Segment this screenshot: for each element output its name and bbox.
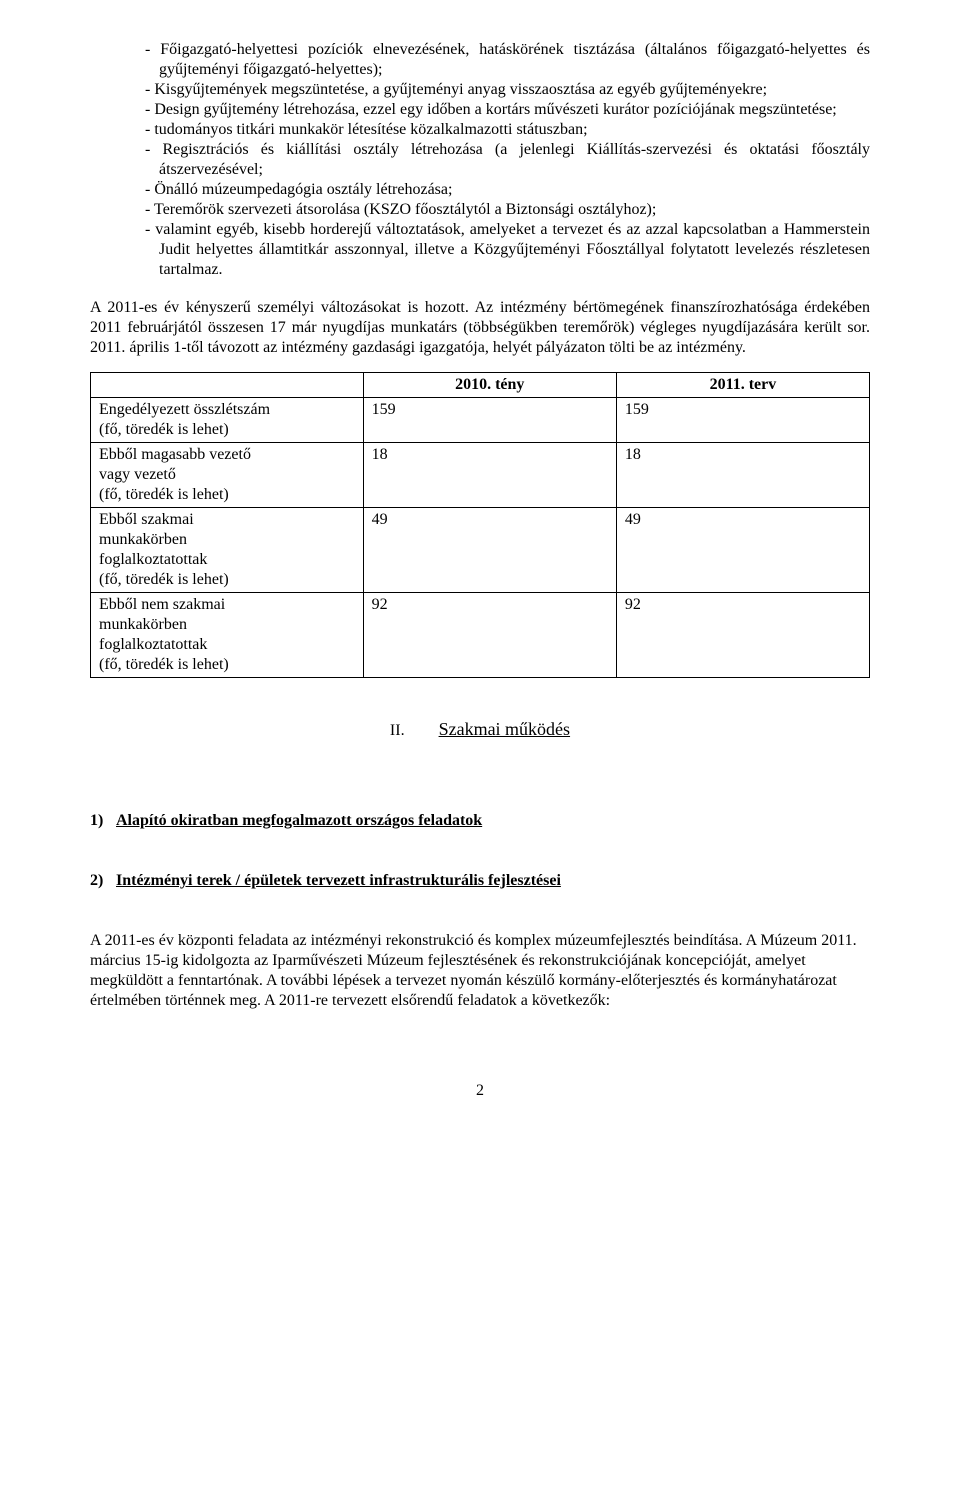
row-value-2010: 49: [363, 508, 616, 593]
bullet-item: - Design gyűjtemény létrehozása, ezzel e…: [145, 100, 870, 120]
row-value-2010: 92: [363, 593, 616, 678]
table-row: Ebből magasabb vezető vagy vezető (fő, t…: [91, 443, 870, 508]
headcount-table: 2010. tény 2011. terv Engedélyezett össz…: [90, 372, 870, 678]
section-heading: II. Szakmai működés: [90, 718, 870, 741]
table-row: Ebből szakmai munkakörben foglalkoztatot…: [91, 508, 870, 593]
bullet-item: - tudományos titkári munkakör létesítése…: [145, 120, 870, 140]
row-value-2011: 159: [616, 398, 869, 443]
table-header-2010: 2010. tény: [363, 373, 616, 398]
row-value-2011: 49: [616, 508, 869, 593]
row-value-2011: 92: [616, 593, 869, 678]
numbered-heading-2: 2)Intézményi terek / épületek tervezett …: [90, 871, 870, 891]
heading-number: 1): [90, 811, 116, 831]
bullet-item: - Önálló múzeumpedagógia osztály létreho…: [145, 180, 870, 200]
bullet-item: - valamint egyéb, kisebb horderejű válto…: [145, 220, 870, 280]
bullet-list: - Főigazgató-helyettesi pozíciók elnevez…: [145, 40, 870, 280]
table-row: Ebből nem szakmai munkakörben foglalkozt…: [91, 593, 870, 678]
paragraph-personnel-changes: A 2011-es év kényszerű személyi változás…: [90, 298, 870, 358]
numbered-heading-1: 1)Alapító okiratban megfogalmazott orszá…: [90, 811, 870, 831]
paragraph-reconstruction: A 2011-es év központi feladata az intézm…: [90, 931, 870, 1011]
section-roman: II.: [390, 721, 405, 741]
table-header-2011: 2011. terv: [616, 373, 869, 398]
bullet-item: - Főigazgató-helyettesi pozíciók elnevez…: [145, 40, 870, 80]
row-label: Ebből nem szakmai munkakörben foglalkozt…: [91, 593, 364, 678]
row-label: Ebből szakmai munkakörben foglalkoztatot…: [91, 508, 364, 593]
bullet-item: - Teremőrök szervezeti átsorolása (KSZO …: [145, 200, 870, 220]
table-header-row: 2010. tény 2011. terv: [91, 373, 870, 398]
row-label: Ebből magasabb vezető vagy vezető (fő, t…: [91, 443, 364, 508]
heading-text: Intézményi terek / épületek tervezett in…: [116, 872, 561, 889]
table-header-blank: [91, 373, 364, 398]
row-value-2011: 18: [616, 443, 869, 508]
table-row: Engedélyezett összlétszám (fő, töredék i…: [91, 398, 870, 443]
heading-text: Alapító okiratban megfogalmazott országo…: [116, 812, 482, 829]
section-title: Szakmai működés: [439, 719, 570, 739]
page-number: 2: [90, 1081, 870, 1101]
bullet-item: - Kisgyűjtemények megszüntetése, a gyűjt…: [145, 80, 870, 100]
row-value-2010: 18: [363, 443, 616, 508]
row-value-2010: 159: [363, 398, 616, 443]
heading-number: 2): [90, 871, 116, 891]
row-label: Engedélyezett összlétszám (fő, töredék i…: [91, 398, 364, 443]
bullet-item: - Regisztrációs és kiállítási osztály lé…: [145, 140, 870, 180]
